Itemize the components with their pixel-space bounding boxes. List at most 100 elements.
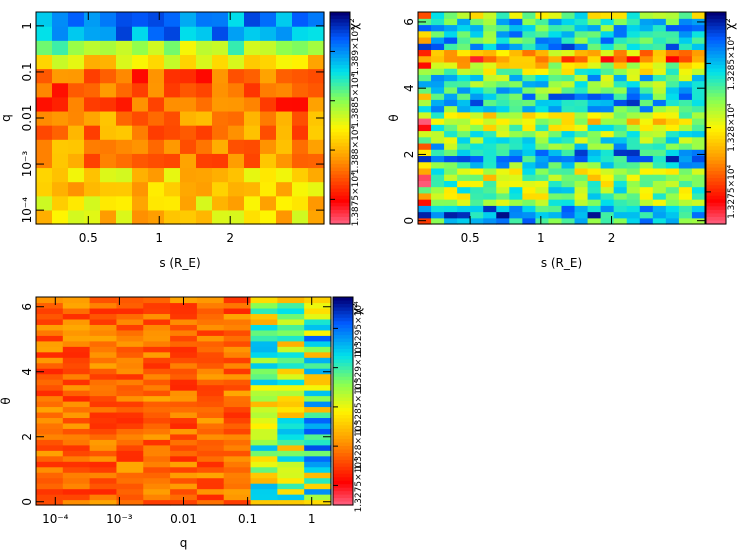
heatmap-cell — [223, 428, 252, 435]
heatmap-cell — [36, 411, 64, 419]
heatmap-cell — [652, 12, 667, 19]
colorbar-step — [330, 149, 350, 154]
colorbar-step — [333, 373, 353, 378]
heatmap-cell — [116, 110, 133, 126]
heatmap-cell — [652, 80, 667, 88]
heatmap-cell — [548, 174, 563, 181]
heatmap-cell — [418, 99, 432, 107]
heatmap-cell — [600, 192, 615, 200]
heatmap-cell — [457, 43, 471, 51]
x-tick-label: 2 — [226, 231, 234, 245]
heatmap-cell — [535, 174, 550, 181]
heatmap-cell — [196, 461, 225, 468]
heatmap-cell — [483, 149, 497, 157]
colorbar-step — [333, 466, 353, 471]
heatmap-cell — [196, 125, 213, 140]
heatmap-cell — [678, 105, 693, 113]
heatmap-cell — [522, 61, 537, 69]
colorbar-step — [706, 65, 726, 70]
heatmap-cell — [277, 395, 305, 402]
colorbar-tick-label: 1.3285×10⁴ — [727, 36, 737, 90]
heatmap-cell — [496, 93, 510, 100]
heatmap-cell — [143, 384, 171, 391]
heatmap-cell — [470, 136, 484, 144]
heatmap-cell — [36, 450, 64, 457]
heatmap-cell — [639, 49, 654, 57]
colorbar-step — [706, 125, 726, 130]
heatmap-cell — [665, 74, 680, 82]
heatmap-cell — [444, 186, 458, 194]
heatmap-cell — [535, 192, 550, 200]
heatmap-cell — [652, 86, 667, 94]
heatmap-cell — [148, 54, 165, 70]
heatmap-cell — [548, 43, 563, 51]
heatmap-cell — [196, 26, 213, 41]
heatmap-cell — [691, 80, 706, 88]
heatmap-cell — [626, 142, 641, 150]
heatmap-cell — [470, 211, 484, 219]
heatmap-cell — [574, 205, 589, 213]
heatmap-cell — [678, 167, 693, 175]
heatmap-cell — [613, 12, 628, 19]
heatmap-cell — [277, 450, 305, 457]
y-tick-label: 2 — [402, 151, 416, 159]
heatmap-cell — [574, 105, 589, 113]
heatmap-cell — [52, 209, 69, 225]
heatmap-cell — [561, 111, 576, 119]
heatmap-cell — [304, 395, 332, 402]
heatmap-cell — [444, 74, 458, 82]
heatmap-cell — [223, 373, 252, 380]
heatmap-cell — [164, 195, 181, 211]
heatmap-cell — [548, 205, 563, 213]
heatmap-cell — [444, 174, 458, 181]
heatmap-cell — [304, 329, 332, 336]
heatmap-cell — [100, 167, 117, 183]
heatmap-cell — [62, 362, 91, 369]
heatmap-cell — [470, 74, 484, 82]
heatmap-cell — [62, 401, 91, 408]
heatmap-cell — [89, 368, 118, 375]
colorbar-step — [333, 453, 353, 458]
heatmap-cell — [212, 110, 229, 126]
heatmap-cell — [277, 411, 305, 419]
heatmap-cell — [678, 142, 693, 150]
heatmap-cell — [535, 18, 550, 26]
heatmap-cell — [250, 499, 278, 506]
heatmap-cell — [84, 139, 101, 154]
heatmap-cell — [548, 211, 563, 219]
heatmap-cell — [483, 155, 497, 163]
heatmap-cell — [574, 136, 589, 144]
heatmap-cell — [89, 422, 118, 429]
heatmap-cell — [457, 180, 471, 188]
heatmap-cell — [116, 477, 144, 484]
heatmap-cell — [212, 195, 229, 211]
heatmap-cell — [483, 80, 497, 88]
heatmap-cell — [665, 155, 680, 163]
colorbar-step — [330, 36, 350, 41]
heatmap-cell — [304, 373, 332, 380]
colorbar-step — [706, 107, 726, 112]
heatmap-cell — [62, 297, 91, 304]
colorbar-step — [330, 206, 350, 211]
heatmap-cell — [509, 24, 523, 32]
heatmap-cell — [678, 211, 693, 219]
colorbar-step — [706, 22, 726, 27]
colorbar-step — [330, 47, 350, 52]
heatmap-cell — [277, 477, 305, 484]
heatmap-cell — [665, 80, 680, 88]
heatmap-cell — [665, 68, 680, 75]
heatmap-cell — [665, 186, 680, 194]
heatmap-cell — [678, 18, 693, 26]
colorbar-step — [333, 397, 353, 402]
colorbar-step — [333, 324, 353, 329]
heatmap-cell — [143, 499, 171, 506]
heatmap-cell — [250, 450, 278, 457]
heatmap-cell — [228, 40, 245, 55]
heatmap-cell — [418, 192, 432, 200]
heatmap-cell — [535, 49, 550, 57]
heatmap-cell — [691, 12, 706, 19]
colorbar-frame — [332, 296, 354, 506]
colorbar-step — [333, 494, 353, 499]
heatmap-cell — [626, 93, 641, 100]
heatmap-cell — [522, 18, 537, 26]
